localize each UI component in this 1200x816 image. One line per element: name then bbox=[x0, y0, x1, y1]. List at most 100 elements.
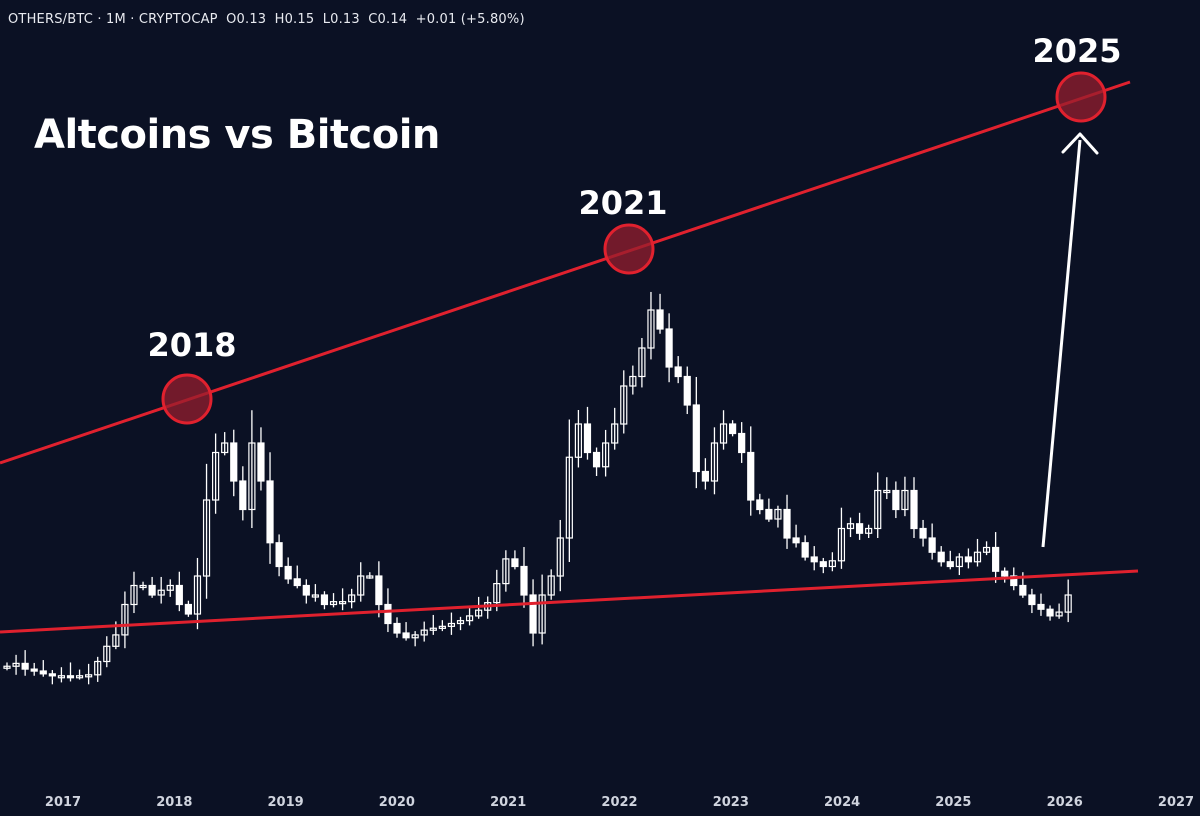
candle-body bbox=[184, 603, 192, 615]
candle-body bbox=[456, 620, 465, 625]
candle-body bbox=[973, 551, 982, 563]
candle-body bbox=[3, 665, 11, 669]
candle-body bbox=[874, 489, 882, 530]
x-tick-2025: 2025 bbox=[935, 795, 972, 810]
candle-body bbox=[411, 634, 419, 639]
candle-body bbox=[583, 423, 592, 454]
candle-body bbox=[402, 632, 410, 639]
candle-body bbox=[547, 575, 555, 596]
candle-body bbox=[75, 675, 84, 679]
x-tick-2020: 2020 bbox=[378, 795, 415, 810]
candle-body bbox=[1055, 611, 1063, 617]
candle-body bbox=[420, 629, 428, 636]
symbol-header: OTHERS/BTC · 1M · CRYPTOCAP O0.13 H0.15 … bbox=[8, 12, 529, 27]
candle-body bbox=[602, 442, 610, 468]
candle-body bbox=[1046, 608, 1054, 617]
candle-body bbox=[357, 575, 365, 596]
candle-body bbox=[329, 601, 338, 606]
candle-body bbox=[502, 558, 510, 585]
candle-body bbox=[865, 527, 873, 534]
candle-body bbox=[475, 609, 483, 617]
candle-body bbox=[928, 537, 936, 553]
candle-body bbox=[665, 328, 673, 368]
x-tick-2026: 2026 bbox=[1046, 795, 1083, 810]
candle-body bbox=[1010, 575, 1018, 587]
candle-body bbox=[556, 537, 564, 577]
candle-body bbox=[529, 594, 537, 634]
candle-body bbox=[846, 523, 855, 530]
open-value: O0.13 bbox=[226, 12, 267, 27]
candle-body bbox=[429, 627, 437, 631]
x-tick-2017: 2017 bbox=[44, 795, 82, 810]
candle-body bbox=[175, 584, 183, 606]
change-value: +0.01 (+5.80%) bbox=[415, 12, 525, 27]
candle-body bbox=[21, 662, 29, 670]
candle-body bbox=[130, 584, 138, 606]
candle-body bbox=[257, 442, 265, 482]
candle-body bbox=[302, 584, 310, 596]
candle-body bbox=[756, 499, 764, 511]
candle-body bbox=[384, 603, 392, 625]
candle-body bbox=[837, 527, 846, 562]
candle-body bbox=[801, 542, 809, 558]
candle-body bbox=[275, 542, 283, 568]
candle-body bbox=[1064, 594, 1072, 613]
candle-body bbox=[85, 674, 93, 678]
candle-body bbox=[728, 423, 737, 435]
candle-body bbox=[992, 546, 1000, 572]
x-tick-2024: 2024 bbox=[824, 795, 861, 810]
candle-body bbox=[39, 670, 47, 675]
candle-body bbox=[565, 456, 573, 539]
candle-body bbox=[574, 423, 583, 458]
candle-body bbox=[819, 561, 827, 568]
candle-body bbox=[538, 594, 546, 634]
annotation-2021: 2021 bbox=[578, 184, 668, 222]
candle-body bbox=[1028, 594, 1036, 606]
candle-body bbox=[148, 584, 156, 596]
peak-marker-2018 bbox=[161, 373, 213, 425]
lower-support-trendline bbox=[0, 569, 1139, 634]
candle-body bbox=[783, 508, 791, 539]
candle-body bbox=[66, 675, 75, 679]
x-tick-2018: 2018 bbox=[156, 795, 193, 810]
annotation-2025: 2025 bbox=[1032, 32, 1122, 70]
candle-body bbox=[202, 499, 211, 577]
candle-body bbox=[620, 385, 628, 425]
candlestick-series bbox=[3, 291, 1072, 685]
candle-body bbox=[239, 480, 247, 511]
candle-body bbox=[157, 589, 165, 596]
candle-body bbox=[683, 375, 691, 406]
candle-body bbox=[955, 556, 963, 568]
candle-body bbox=[212, 451, 220, 501]
candle-body bbox=[919, 527, 927, 539]
candle-body bbox=[311, 594, 319, 598]
candle-body bbox=[139, 584, 147, 589]
candle-body bbox=[221, 442, 229, 454]
candle-body bbox=[855, 523, 864, 534]
candle-body bbox=[674, 366, 682, 378]
low-value: L0.13 bbox=[322, 12, 360, 27]
candle-body bbox=[48, 673, 56, 677]
candle-body bbox=[348, 594, 356, 603]
x-tick-2021: 2021 bbox=[490, 795, 527, 810]
candle-body bbox=[447, 622, 456, 627]
annotation-2018: 2018 bbox=[147, 326, 237, 364]
candle-body bbox=[366, 575, 374, 579]
candle-body bbox=[774, 508, 782, 520]
candle-body bbox=[57, 675, 66, 679]
x-tick-2019: 2019 bbox=[267, 795, 304, 810]
candle-body bbox=[338, 601, 347, 605]
candle-body bbox=[592, 451, 601, 468]
candle-body bbox=[901, 489, 909, 511]
candle-body bbox=[293, 578, 301, 587]
target-marker-2025 bbox=[1055, 71, 1107, 123]
candle-body bbox=[638, 347, 646, 378]
candle-body bbox=[30, 668, 38, 672]
candle-body bbox=[103, 645, 111, 663]
candle-body bbox=[611, 423, 619, 444]
candle-body bbox=[266, 480, 274, 544]
candle-body bbox=[792, 537, 800, 544]
candle-body bbox=[747, 451, 755, 501]
candle-body bbox=[964, 556, 973, 563]
